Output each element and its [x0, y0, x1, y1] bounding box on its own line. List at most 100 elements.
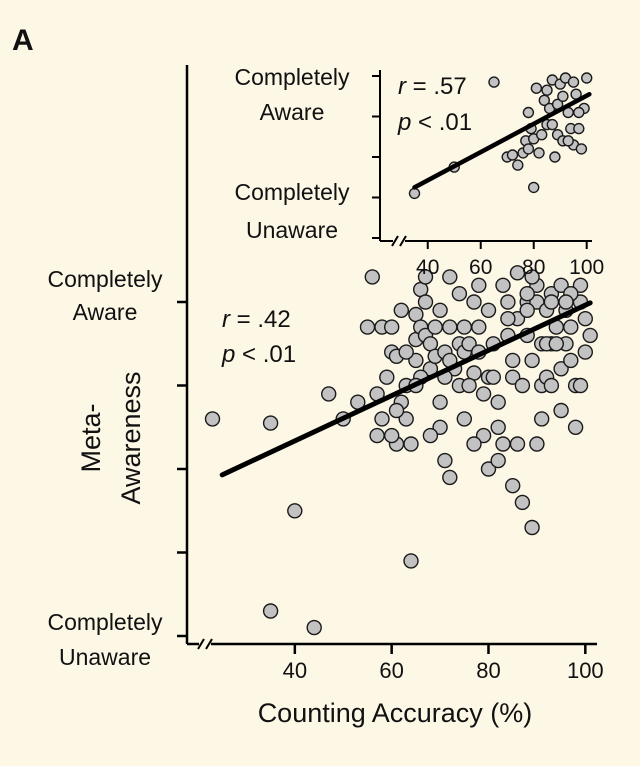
- main-data-point: [519, 286, 535, 302]
- inset-p-value: < .01: [411, 109, 472, 136]
- main-data-point: [490, 394, 506, 410]
- main-data-point: [427, 319, 443, 335]
- inset-data-point: [506, 149, 519, 161]
- main-y-axis-title-line1: Meta-: [76, 403, 106, 472]
- main-x-tick-label: 100: [567, 658, 604, 683]
- main-data-point: [437, 452, 453, 469]
- inset-data-point: [573, 122, 585, 135]
- inset-data-point: [408, 187, 421, 200]
- main-data-point: [417, 294, 434, 310]
- inset-data-point: [528, 181, 540, 194]
- main-x-tick-label: 60: [379, 658, 403, 683]
- inset-p-symbol: p: [397, 109, 411, 136]
- main-data-point: [558, 294, 574, 310]
- main-data-point: [495, 436, 511, 452]
- inset-data-point: [522, 143, 535, 155]
- inset-x-tick-label: 40: [416, 256, 439, 279]
- main-y-bottom-label-line1: Completely: [47, 609, 163, 635]
- main-data-point: [475, 427, 492, 444]
- main-data-point: [514, 377, 531, 394]
- main-data-point: [509, 436, 526, 452]
- main-axes: 40 60 80 100: [177, 65, 604, 683]
- main-data-point: [475, 386, 492, 402]
- main-data-point: [408, 306, 424, 323]
- main-data-point: [456, 411, 472, 427]
- inset-r-stat: r = .57: [398, 73, 467, 100]
- main-fit-line-group: [219, 300, 593, 478]
- main-r-symbol: r: [222, 306, 231, 333]
- inset-data-point: [562, 135, 574, 147]
- main-data-point: [262, 415, 279, 431]
- main-data-point: [451, 286, 468, 302]
- inset-data-point: [541, 84, 553, 96]
- main-data-point: [553, 402, 569, 419]
- main-data-point: [364, 269, 380, 285]
- main-data-point: [403, 553, 419, 569]
- main-data-point: [461, 377, 477, 394]
- inset-points: [408, 72, 593, 200]
- main-data-point: [519, 302, 535, 318]
- main-data-point: [553, 361, 569, 377]
- main-data-point: [505, 478, 521, 494]
- inset-y-bottom-label-line1: Completely: [234, 179, 350, 205]
- inset-fit-line-group: [412, 91, 592, 190]
- main-data-point: [563, 352, 579, 369]
- main-data-point: [572, 377, 589, 394]
- main-axis-break-mark: [197, 638, 205, 650]
- main-data-point: [480, 461, 497, 477]
- main-data-point: [442, 469, 458, 486]
- main-data-point: [524, 269, 540, 285]
- main-data-point: [548, 336, 564, 352]
- main-points: [204, 265, 598, 636]
- panel-letter: A: [12, 24, 34, 57]
- main-data-point: [529, 436, 545, 452]
- main-data-point: [369, 427, 385, 444]
- main-x-axis-title: Counting Accuracy (%): [258, 698, 533, 728]
- main-data-point: [432, 419, 448, 435]
- inset-axes: 40 60 80 100: [372, 70, 604, 279]
- main-fit-line: [219, 300, 593, 478]
- main-data-point: [485, 369, 501, 385]
- main-data-point: [398, 411, 414, 427]
- main-data-point: [422, 427, 439, 444]
- main-p-stat: p < .01: [221, 341, 296, 368]
- main-data-point: [379, 369, 395, 385]
- main-data-point: [432, 302, 448, 318]
- main-x-tick-label: 80: [476, 658, 500, 683]
- main-data-point: [374, 411, 390, 427]
- main-data-point: [471, 277, 487, 293]
- main-data-point: [204, 411, 221, 427]
- inset-data-point: [557, 90, 569, 103]
- main-data-point: [553, 277, 569, 293]
- inset-scatter-plot: Completely Aware Completely Unaware r = …: [234, 64, 604, 279]
- inset-data-point: [546, 118, 558, 131]
- main-r-value: = .42: [230, 306, 291, 333]
- inset-y-bottom-label-line2: Unaware: [246, 217, 338, 243]
- main-p-symbol: p: [221, 341, 235, 368]
- main-data-point: [466, 436, 482, 452]
- main-data-point: [577, 311, 593, 327]
- main-data-point: [500, 311, 516, 327]
- main-data-point: [577, 344, 593, 360]
- main-y-axis-title: Meta- Awareness: [76, 371, 146, 504]
- main-data-point: [262, 603, 279, 619]
- inset-data-point: [536, 128, 548, 141]
- main-data-point: [524, 352, 540, 369]
- main-scatter-plot: Meta- Awareness Completely Aware Complet…: [47, 65, 604, 728]
- inset-x-tick-label: 60: [469, 256, 492, 279]
- main-data-point: [490, 452, 506, 469]
- main-data-point: [505, 352, 521, 369]
- main-data-point: [514, 494, 531, 511]
- inset-data-point: [533, 147, 545, 159]
- main-p-value: < .01: [235, 341, 296, 368]
- main-axis-break-mark: [205, 638, 213, 650]
- inset-data-point: [575, 143, 588, 155]
- main-data-point: [442, 319, 458, 335]
- inset-p-stat: p < .01: [397, 109, 472, 136]
- inset-fit-line: [412, 91, 592, 190]
- main-data-point: [572, 277, 589, 293]
- main-x-tick-label: 40: [283, 658, 307, 683]
- inset-data-point: [488, 76, 500, 88]
- main-data-point: [505, 369, 521, 385]
